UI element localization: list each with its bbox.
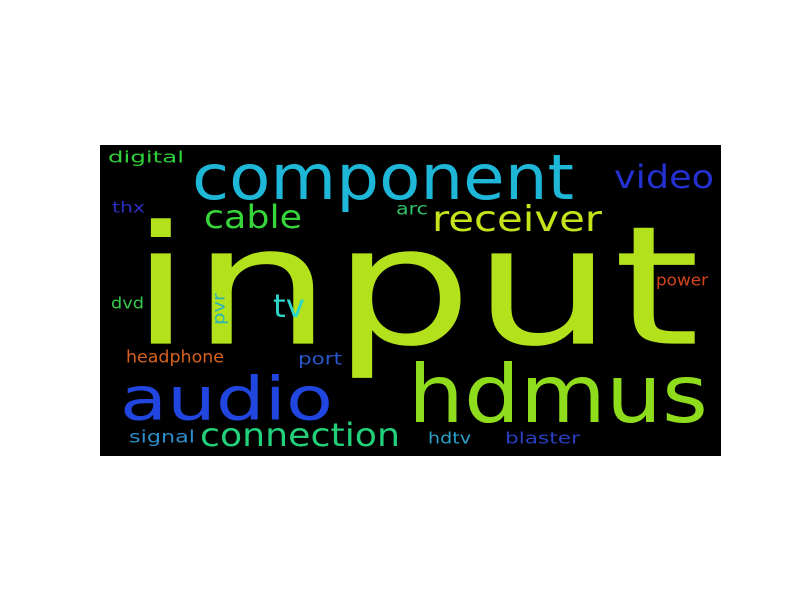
word-tv: tv [273, 287, 305, 325]
word-arc: arc [396, 198, 428, 219]
word-connection: connection [200, 416, 400, 454]
word-video: video [614, 158, 714, 196]
word-receiver: receiver [432, 197, 602, 240]
word-port: port [298, 348, 342, 369]
word-digital: digital [108, 147, 184, 167]
word-input: input [130, 190, 700, 384]
word-blaster: blaster [505, 428, 580, 448]
word-pvr: pvr [208, 293, 229, 325]
word-headphone: headphone [126, 346, 224, 367]
word-cable: cable [204, 198, 302, 236]
word-thx: thx [112, 198, 145, 217]
word-hdtv: hdtv [428, 428, 471, 448]
word-cloud: input component hdmus audio receiver con… [100, 145, 721, 456]
word-power: power [656, 270, 708, 290]
word-dvd: dvd [111, 293, 144, 313]
word-component: component [192, 145, 574, 214]
word-hdmus: hdmus [408, 347, 708, 442]
word-signal: signal [129, 426, 195, 447]
word-audio: audio [120, 363, 333, 434]
